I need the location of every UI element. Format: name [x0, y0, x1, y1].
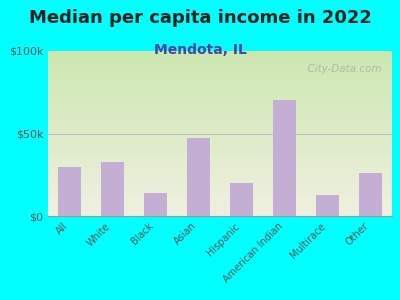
Bar — [144, 193, 167, 216]
Text: Mendota, IL: Mendota, IL — [154, 44, 246, 58]
Bar — [101, 161, 124, 216]
Bar — [316, 194, 339, 216]
Bar — [359, 173, 382, 216]
Text: City-Data.com: City-Data.com — [301, 64, 382, 74]
Text: Median per capita income in 2022: Median per capita income in 2022 — [28, 9, 372, 27]
Bar — [230, 183, 253, 216]
Bar — [187, 138, 210, 216]
Bar — [273, 100, 296, 216]
Bar — [58, 167, 81, 216]
